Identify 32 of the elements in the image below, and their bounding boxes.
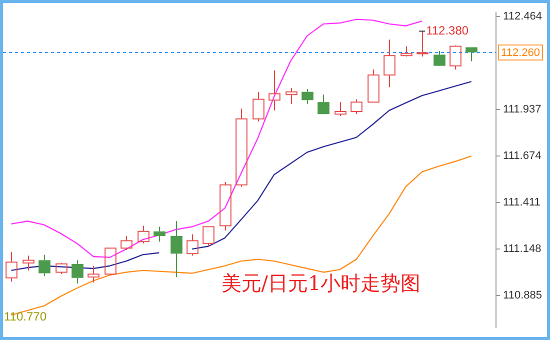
annotation: 110.770 (4, 310, 47, 324)
candlestick (252, 91, 264, 122)
candlestick (6, 251, 18, 282)
y-tick-label: 111.411 (503, 196, 540, 209)
candlestick (334, 102, 346, 117)
candlestick (384, 39, 396, 88)
candlestick (302, 88, 314, 104)
candlestick (466, 47, 478, 62)
candlestick (138, 225, 150, 244)
candlestick (318, 94, 330, 114)
candlestick (368, 69, 380, 103)
candlestick (22, 255, 34, 271)
y-tick-label: 112.464 (503, 10, 542, 22)
candlestick (38, 254, 50, 277)
y-tick-label: 111.148 (503, 243, 542, 256)
candlestick (400, 46, 412, 57)
candlestick (220, 182, 232, 231)
candlestick (236, 108, 248, 188)
candlestick (268, 70, 280, 111)
candlestick (286, 88, 298, 104)
annotation: 112.380 (426, 23, 469, 38)
candlestick (154, 226, 166, 242)
candlestick (170, 220, 182, 278)
candlestick (416, 30, 428, 57)
y-tick-label: 111.937 (503, 104, 542, 116)
candlestick (88, 265, 100, 283)
ref-line-label: 112.260 (501, 47, 540, 60)
candlestick (72, 260, 84, 284)
y-tick-label: 110.885 (503, 290, 542, 302)
text: 美元/日元1小时走势图 (221, 271, 421, 296)
y-tick-label: 111.674 (503, 150, 542, 162)
candlestick (434, 50, 446, 66)
